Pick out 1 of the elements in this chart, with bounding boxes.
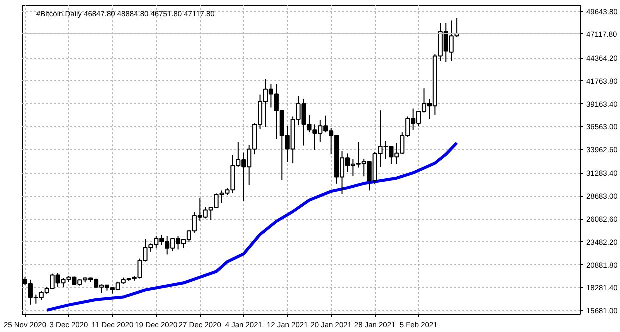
line-series (46, 142, 459, 312)
